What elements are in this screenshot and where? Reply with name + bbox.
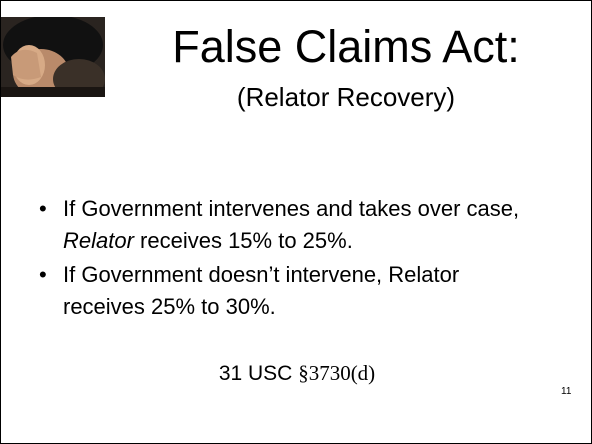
title: False Claims Act: [172,21,520,72]
bullet-text: If Government intervenes and takes over … [63,196,520,221]
bullet-text: If Government doesn’t intervene, Relator… [63,262,460,319]
bullet-list: If Government intervenes and takes over … [39,193,539,325]
photo [1,17,105,97]
citation: 31 USC §3730(d) [1,361,591,386]
bullet-text: receives 15% to 25%. [133,228,353,253]
citation-text: 31 USC [218,362,299,385]
citation-section: §3730(d) [298,361,376,385]
bullet-emphasis: Relator [63,228,134,253]
page-number: 11 [561,386,572,397]
subtitle: (Relator Recovery) [236,82,456,112]
bullet: If Government doesn’t intervene, Relator… [39,259,539,323]
bullet: If Government intervenes and takes over … [39,193,539,257]
